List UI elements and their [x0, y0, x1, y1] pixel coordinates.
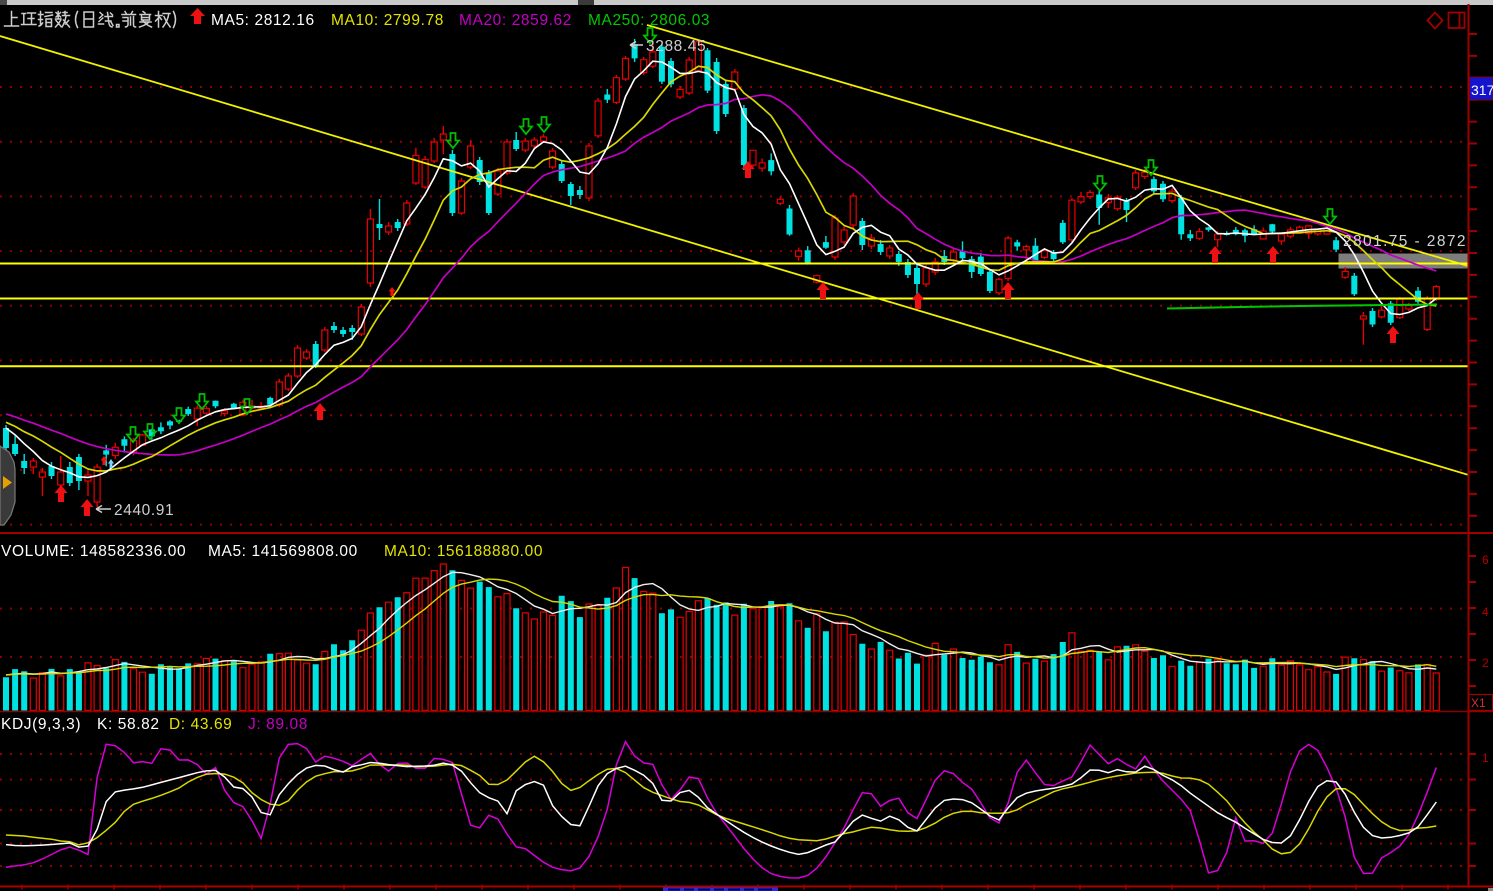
svg-text:MA10: 156188880.00: MA10: 156188880.00: [384, 543, 543, 560]
svg-text:X1: X1: [1471, 696, 1486, 710]
svg-text:2801.75 - 2872: 2801.75 - 2872: [1343, 233, 1467, 250]
svg-text:MA10: 2799.78: MA10: 2799.78: [331, 12, 444, 29]
svg-text:MA5: 141569808.00: MA5: 141569808.00: [208, 543, 358, 560]
svg-text:3288.45: 3288.45: [646, 38, 706, 55]
svg-text:MA250: 2806.03: MA250: 2806.03: [588, 12, 710, 29]
svg-text:VOLUME: 148582336.00: VOLUME: 148582336.00: [1, 543, 186, 560]
svg-text:J: 89.08: J: 89.08: [248, 716, 308, 733]
svg-text:2440.91: 2440.91: [114, 502, 174, 519]
svg-text:D: 43.69: D: 43.69: [169, 716, 232, 733]
svg-text:K: 58.82: K: 58.82: [97, 716, 160, 733]
svg-text:MA20: 2859.62: MA20: 2859.62: [459, 12, 572, 29]
svg-text:4: 4: [1482, 605, 1489, 619]
svg-text:MA5: 2812.16: MA5: 2812.16: [211, 12, 315, 29]
svg-text:317: 317: [1471, 82, 1493, 98]
svg-text:1: 1: [1482, 751, 1489, 765]
svg-text:6: 6: [1482, 553, 1489, 567]
svg-text:2: 2: [1482, 656, 1489, 670]
svg-text:KDJ(9,3,3): KDJ(9,3,3): [1, 716, 81, 733]
